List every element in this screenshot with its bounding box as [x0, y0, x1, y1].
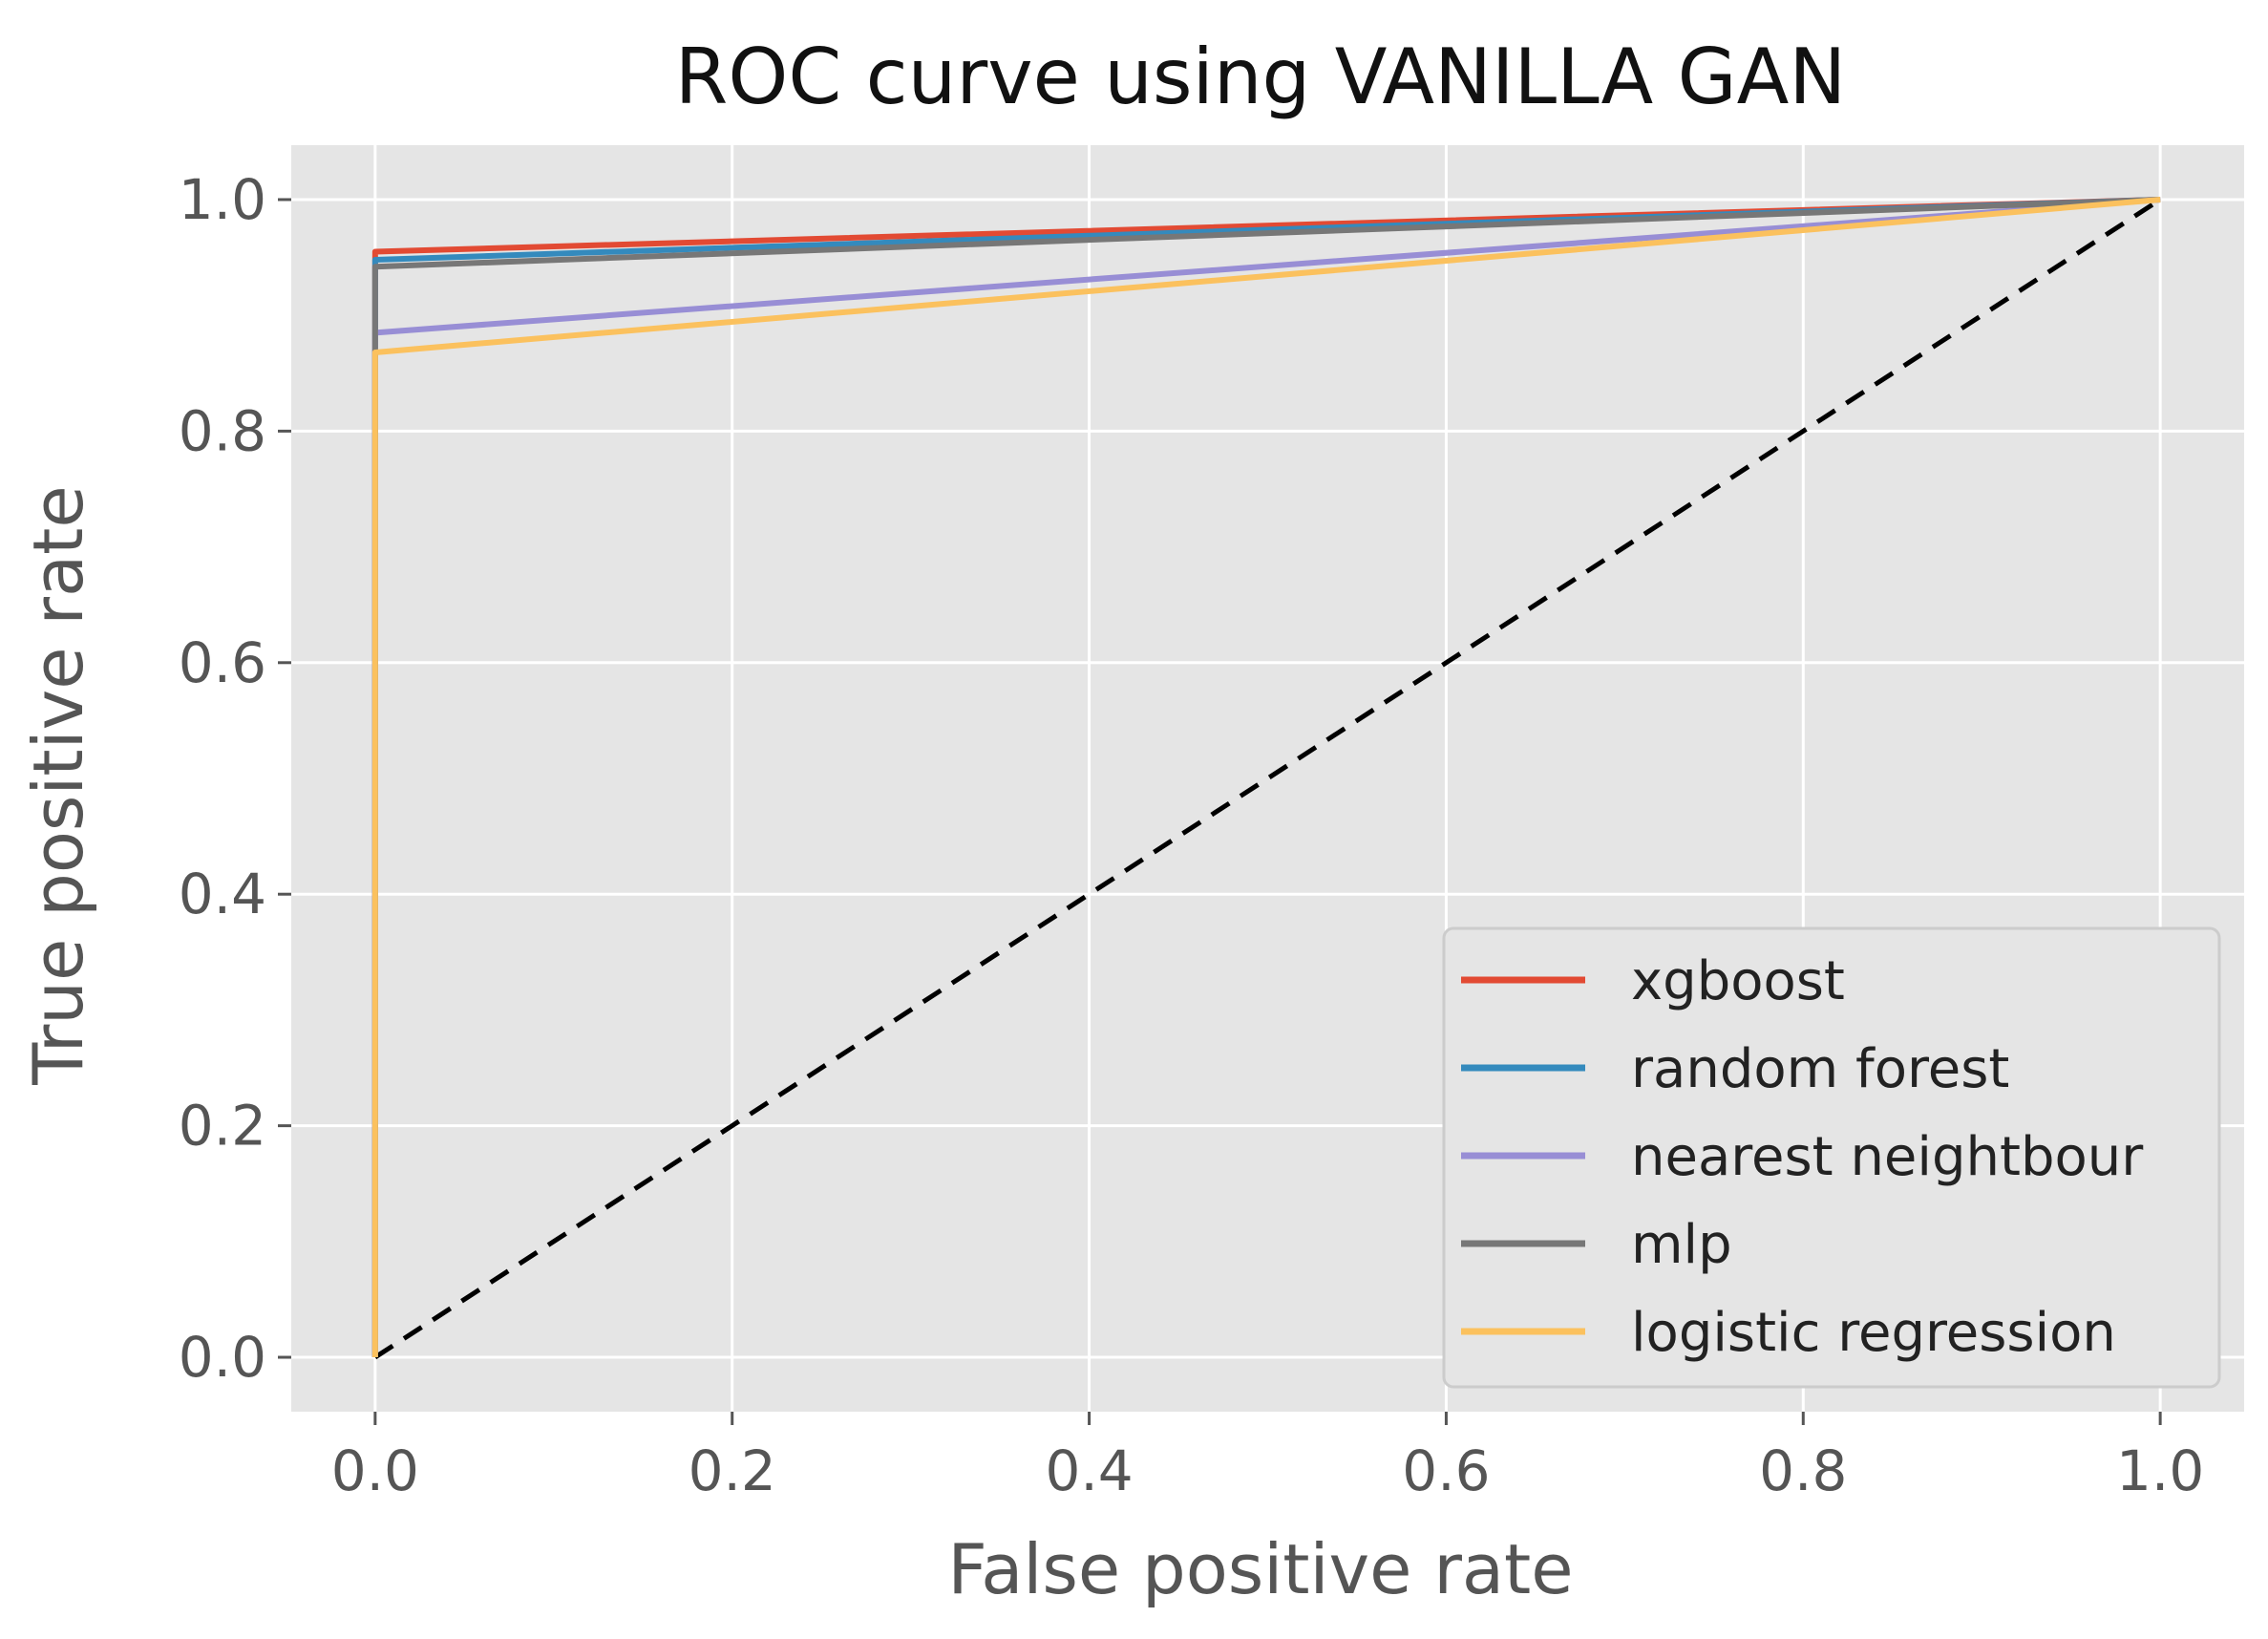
x-axis-ticks: 0.0 0.2 0.4 0.6 0.8 1.0: [331, 1412, 2204, 1503]
x-tick-label-3: 0.6: [1402, 1438, 1490, 1503]
x-tick-label-0: 0.0: [331, 1438, 419, 1503]
x-tick-label-5: 1.0: [2116, 1438, 2204, 1503]
y-axis-label: True positive rate: [18, 485, 98, 1085]
y-tick-label-1: 0.2: [179, 1094, 266, 1159]
legend-label-xgboost: xgboost: [1631, 950, 1845, 1012]
y-axis-ticks: 0.0 0.2 0.4 0.6 0.8 1.0: [179, 167, 291, 1390]
y-tick-label-5: 1.0: [179, 167, 266, 232]
legend-label-mlp: mlp: [1631, 1214, 1732, 1276]
x-tick-label-1: 0.2: [689, 1438, 776, 1503]
x-tick-label-4: 0.8: [1759, 1438, 1847, 1503]
chart-title: ROC curve using VANILLA GAN: [675, 32, 1846, 121]
x-axis-label: False positive rate: [947, 1529, 1573, 1609]
legend-label-logistic-regression: logistic regression: [1631, 1302, 2116, 1364]
legend: xgboost random forest nearest neightbour ml…: [1442, 926, 2221, 1389]
series-lines: [371, 196, 2162, 1360]
y-tick-label-0: 0.0: [179, 1325, 266, 1390]
y-tick-label-3: 0.6: [179, 630, 266, 695]
x-tick-label-2: 0.4: [1045, 1438, 1133, 1503]
y-tick-label-4: 0.8: [179, 398, 266, 463]
reference-diagonal-line: [373, 197, 2162, 1360]
series-line-logistic-regression: [371, 196, 2161, 1358]
y-tick-label-2: 0.4: [179, 862, 266, 926]
legend-label-nearest-neightbour: nearest neightbour: [1631, 1126, 2144, 1188]
legend-box: [1442, 926, 2221, 1389]
legend-label-random-forest: random forest: [1631, 1038, 2009, 1100]
